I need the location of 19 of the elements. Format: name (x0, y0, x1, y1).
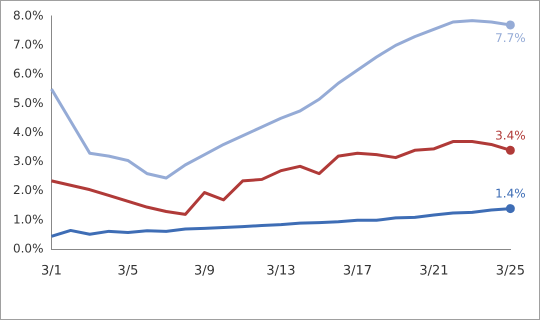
y-tick-label: 0.0% (12, 242, 44, 256)
data-label: 7.7% (495, 31, 526, 46)
x-tick-label: 3/17 (342, 264, 372, 279)
y-tick-label: 6.0% (12, 66, 44, 81)
x-tick-label: 3/25 (496, 264, 526, 279)
data-label: 3.4% (495, 128, 526, 142)
x-tick-label: 3/9 (194, 264, 215, 279)
y-tick-label: 8.0% (12, 8, 44, 22)
x-tick-label: 3/5 (118, 264, 138, 279)
data-label: 1.4% (495, 186, 526, 201)
x-tick-label: 3/21 (419, 264, 449, 279)
y-tick-label: 4.0% (12, 124, 44, 139)
y-tick-label: 2.0% (12, 183, 44, 198)
x-tick-label: 3/1 (41, 264, 62, 279)
y-tick-label: 7.0% (12, 37, 44, 52)
x-tick-label: 3/13 (266, 264, 296, 279)
y-tick-label: 5.0% (12, 96, 44, 110)
y-tick-label: 1.0% (12, 212, 44, 226)
y-tick-label: 3.0% (12, 154, 44, 168)
